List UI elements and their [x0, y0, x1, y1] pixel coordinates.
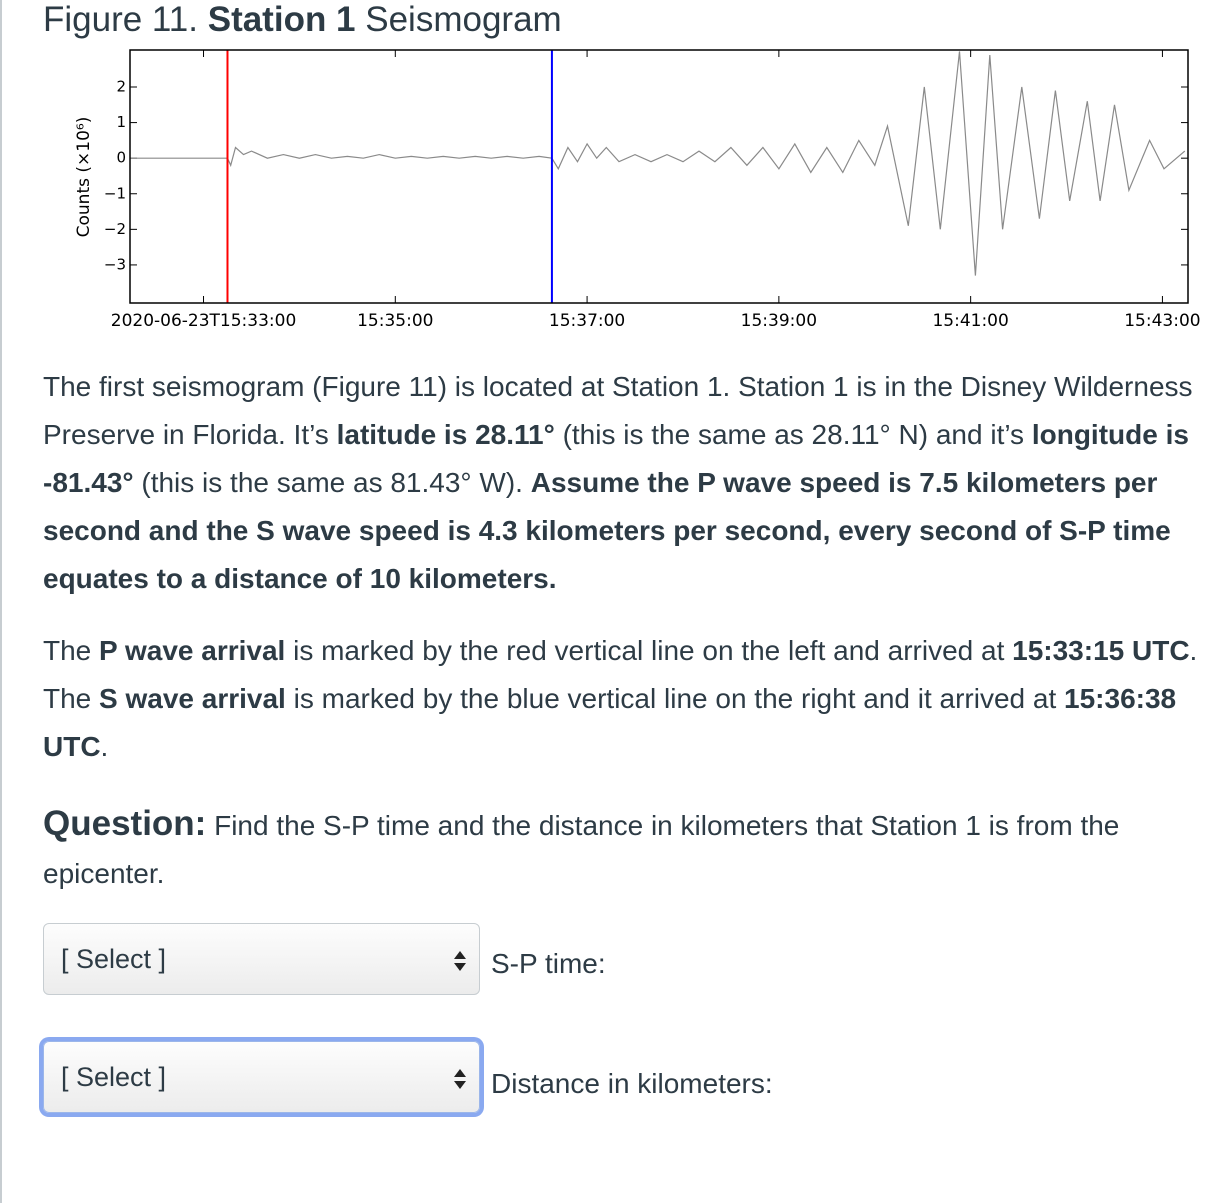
- x-tick-label: 15:37:00: [549, 311, 625, 331]
- text: 15:36:38 UTC: [43, 683, 1177, 762]
- y-tick-label: −2: [104, 220, 126, 238]
- dropdown-label: Distance in kilometers:: [491, 1068, 773, 1099]
- dropdown-text: [ Select ]: [61, 1062, 167, 1092]
- y-tick-label: 1: [116, 113, 126, 131]
- x-tick-label: 15:35:00: [357, 311, 433, 331]
- dropdown-arrows: [454, 1069, 466, 1089]
- y-tick-label: 2: [116, 78, 126, 96]
- text: (this is the same as 28.11° N) and it’s: [554, 419, 1032, 450]
- x-tick-label: 15:41:00: [932, 311, 1008, 331]
- text: latitude is 28.11°: [336, 419, 555, 450]
- dropdown-text: [ Select ]: [61, 944, 167, 974]
- text: Assume the P wave speed is 7.5 kilometer…: [43, 467, 1171, 594]
- text: The: [43, 635, 100, 666]
- dropdown-label: S-P time:: [491, 948, 606, 979]
- title-part: Station 1: [207, 0, 356, 39]
- text: 15:33:15 UTC: [1012, 635, 1190, 666]
- text: is marked by the red vertical line on th…: [285, 635, 1013, 666]
- left-border: [0, 0, 2, 1203]
- text: S wave arrival: [99, 683, 286, 714]
- x-tick-label: 2020-06-23T15:33:00: [111, 311, 297, 331]
- text: is marked by the blue vertical line on t…: [285, 683, 1065, 714]
- waveform: [130, 51, 1186, 276]
- figure-title: Figure 11. Station 1 Seismogram: [43, 0, 562, 40]
- x-tick-label: 15:43:00: [1124, 311, 1200, 331]
- question: Question: Find the S-P time and the dist…: [43, 800, 1203, 898]
- question-label: Question:: [43, 804, 207, 843]
- paragraph: The P wave arrival is marked by the red …: [43, 627, 1203, 771]
- text: P wave arrival: [99, 635, 286, 666]
- text: (this is the same as 81.43° W).: [133, 467, 531, 498]
- text: longitude is -81.43°: [43, 419, 1189, 498]
- title-part: Seismogram: [355, 0, 562, 39]
- y-tick-label: 0: [116, 149, 126, 167]
- title-part: Figure 11.: [43, 0, 208, 39]
- y-tick-label: −1: [104, 184, 126, 202]
- question-text: Find the S-P time and the distance in ki…: [43, 810, 1120, 889]
- y-axis-label: Counts (×10⁶): [74, 117, 94, 238]
- seismogram-chart: Counts (×10⁶) 2 1 0 −1 −2 −3 2020-06-23T15:33:…: [74, 49, 1201, 331]
- plot-frame: [129, 49, 1189, 304]
- paragraph: The first seismogram (Figure 11) is loca…: [43, 363, 1203, 603]
- dropdown-arrows: [454, 951, 466, 971]
- y-tick-label: −3: [104, 255, 126, 273]
- text: The first seismogram (Figure 11) is loca…: [43, 371, 1193, 450]
- text: .: [100, 731, 109, 762]
- text: . The: [43, 635, 1198, 714]
- x-tick-label: 15:39:00: [741, 311, 817, 331]
- dropdown[interactable]: [ Select ]: [43, 1041, 480, 1113]
- dropdown[interactable]: [ Select ]: [43, 923, 480, 995]
